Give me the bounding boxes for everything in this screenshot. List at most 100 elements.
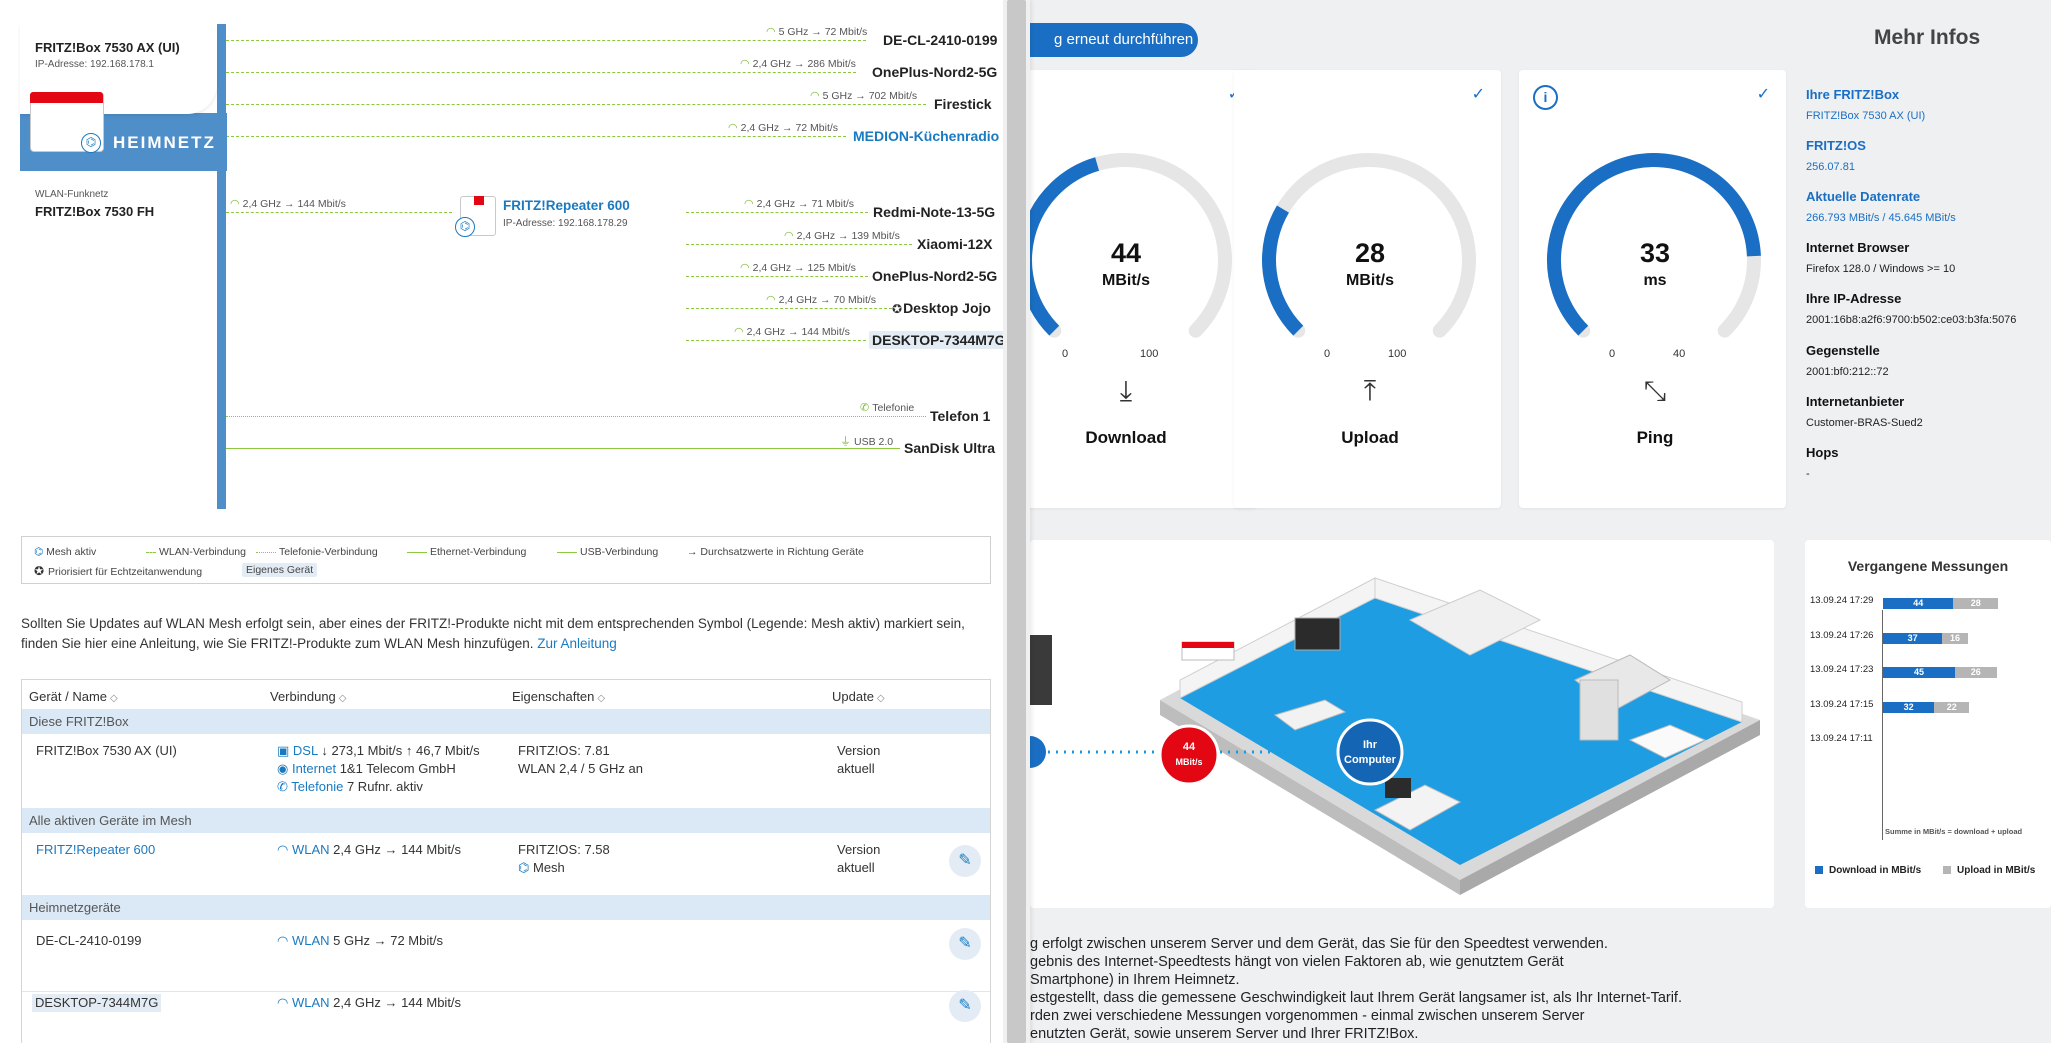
scrollbar-thumb[interactable] (1007, 0, 1026, 1043)
telefonie-info: ✆ Telefonie 7 Rufnr. aktiv (277, 779, 423, 794)
computer-label: Computer (1344, 754, 1397, 766)
edit-button[interactable]: ✎ (949, 845, 981, 877)
device-name[interactable]: Firestick (934, 96, 992, 112)
mesh-icon: ⌬ (34, 546, 44, 558)
mesh-legend: ⌬ Mesh aktiv WLAN-Verbindung Telefonie-V… (21, 536, 991, 584)
download-gauge (1030, 153, 1232, 338)
dsl-info: ▣ DSL ↓ 273,1 Mbit/s ↑ 46,7 Mbit/s (277, 743, 480, 758)
device-name[interactable]: OnePlus-Nord2-5G (872, 64, 998, 80)
description-line: gebnis des Internet-Speedtests hängt von… (1030, 954, 1564, 970)
sofa (1273, 699, 1347, 731)
usb-line (226, 448, 900, 449)
wifi-icon: ◠ (230, 198, 240, 210)
device-name[interactable]: MEDION-Küchenradio (853, 128, 1000, 144)
check-icon: ✓ (1471, 86, 1485, 103)
history-bar-upload: 28 (1953, 598, 1999, 609)
col-header-geraet[interactable]: Gerät / Name ◇ (29, 689, 118, 704)
tv (1294, 617, 1341, 651)
device-name[interactable]: FRITZ!Repeater 600 (36, 842, 156, 857)
edit-button[interactable]: ✎ (949, 990, 981, 1022)
sort-icon: ◇ (597, 693, 606, 704)
fridge (1579, 679, 1619, 741)
device-name[interactable]: DE-CL-2410-0199 (883, 32, 998, 48)
device-name[interactable]: Redmi-Note-13-5G (873, 204, 996, 220)
device-name[interactable]: Xiaomi-12X (917, 236, 993, 252)
connection-line (226, 212, 452, 213)
server-node (1030, 736, 1046, 768)
connection-line (686, 276, 868, 277)
repeater-ip: IP-Adresse: 192.168.178.29 (503, 218, 628, 229)
info-heading: Aktuelle Datenrate (1806, 189, 1921, 204)
wlan-info: ◠ WLAN 5 GHz → 72 Mbit/s (277, 933, 443, 948)
upload-icon: ⤒ (1363, 375, 1377, 406)
description-line: rden zwei verschiedene Messungen vorgeno… (1030, 1008, 1585, 1024)
device-speed: ◠ 2,4 GHz → 144 Mbit/s (734, 326, 850, 338)
hint-text-2: finden Sie hier eine Anleitung, wie Sie … (21, 636, 617, 651)
heimnetz-label: HEIMNETZ (113, 133, 216, 152)
telefon-name[interactable]: Telefon 1 (930, 408, 991, 424)
description-line: Smartphone) in Ihrem Heimnetz. (1030, 972, 1240, 988)
mesh-overview: FRITZ!Box 7530 AX (UI) IP-Adresse: 192.1… (0, 0, 1009, 520)
upload-gauge (1262, 153, 1476, 338)
connection-line (226, 136, 846, 137)
anleitung-link[interactable]: Zur Anleitung (537, 636, 617, 651)
info-panel: Ihre FRITZ!Box FRITZ!Box 7530 AX (UI) FR… (1806, 70, 2051, 508)
device-name[interactable]: ✪Desktop Jojo (892, 300, 991, 316)
col-header-verbindung[interactable]: Verbindung ◇ (270, 689, 347, 704)
repeater-name[interactable]: FRITZ!Repeater 600 (503, 198, 630, 213)
info-heading: Internetanbieter (1806, 394, 1905, 409)
connection-line (686, 212, 868, 213)
phone-icon: ✆ (860, 402, 870, 414)
device-speed: ◠ 2,4 GHz → 139 Mbit/s (784, 230, 900, 242)
info-value: - (1806, 468, 1810, 480)
info-icon[interactable]: i (1533, 85, 1558, 110)
router-image[interactable]: ⌬ (30, 92, 104, 153)
history-bar-download: 44 (1883, 598, 1954, 609)
upload-card: ✓ 28 MBit/s 0 100 ⤒ Upload (1234, 70, 1501, 508)
apartment-floor (1180, 598, 1742, 865)
info-heading: Hops (1806, 445, 1839, 460)
table-row: FRITZ!Box 7530 AX (UI) ▣ DSL ↓ 273,1 Mbi… (22, 742, 990, 812)
wlan-funknetz-label: WLAN-Funknetz (35, 189, 109, 200)
ping-value: 33 (1639, 238, 1671, 268)
history-bar-download: 32 (1883, 701, 1935, 713)
speedtest-description: g erfolgt zwischen unserem Server und de… (1030, 935, 2051, 1043)
retest-button[interactable]: g erneut durchführen (1030, 23, 1198, 57)
speed-bubble (1158, 724, 1220, 786)
device-speed: ◠ 2,4 GHz → 72 Mbit/s (728, 122, 839, 134)
dining-table (1628, 724, 1707, 759)
repeater-image[interactable]: ⌬ (455, 196, 496, 237)
info-heading: Internet Browser (1806, 240, 1910, 255)
gauge-max: 100 (1140, 348, 1159, 360)
update-status: aktuell (837, 860, 875, 875)
usb-device-name[interactable]: SanDisk Ultra (904, 440, 996, 456)
mesh-hint: Sollten Sie Updates auf WLAN Mesh erfolg… (21, 614, 1001, 654)
device-speed: ◠ 2,4 GHz → 286 Mbit/s (740, 58, 856, 70)
os-version: FRITZ!OS: 7.58 (518, 842, 610, 857)
check-icon: ✓ (1756, 86, 1770, 103)
legend-upload: Upload in MBit/s (1943, 865, 2035, 876)
wifi-icon: ◠ (277, 842, 289, 857)
history-date: 13.09.24 17:23 (1810, 664, 1874, 675)
gauge-max: 100 (1388, 348, 1407, 360)
legend-download: Download in MBit/s (1815, 865, 1921, 876)
info-value: Customer-BRAS-Sued2 (1806, 417, 1923, 429)
col-header-eigenschaften[interactable]: Eigenschaften ◇ (512, 689, 606, 704)
fritzbox-window: FRITZ!Box 7530 AX (UI) IP-Adresse: 192.1… (0, 0, 1030, 1043)
wlan-info: ◠ WLAN 2,4 GHz → 144 Mbit/s (277, 995, 462, 1010)
history-title: Vergangene Messungen (1847, 558, 2009, 574)
wlan-status: WLAN 2,4 / 5 GHz an (518, 761, 643, 776)
more-info-title: Mehr Infos (1874, 26, 1981, 49)
device-name[interactable]: DESKTOP-7344M7G (869, 331, 1009, 349)
globe-icon: ◉ (277, 761, 289, 776)
wifi-icon: ◠ (740, 262, 750, 274)
edit-button[interactable]: ✎ (949, 928, 981, 960)
usb-label: ⏚ USB 2.0 (840, 436, 894, 448)
group-header: Diese FRITZ!Box (22, 709, 990, 734)
device-speed: ◠ 2,4 GHz → 70 Mbit/s (766, 294, 877, 306)
network-illustration: 44 MBit/s Ihr Computer (1030, 540, 1774, 908)
speed-bubble-unit: MBit/s (1176, 757, 1203, 767)
wlan-funknetz-name: FRITZ!Box 7530 FH (35, 204, 155, 219)
device-name[interactable]: OnePlus-Nord2-5G (872, 268, 998, 284)
col-header-update[interactable]: Update ◇ (832, 689, 885, 704)
